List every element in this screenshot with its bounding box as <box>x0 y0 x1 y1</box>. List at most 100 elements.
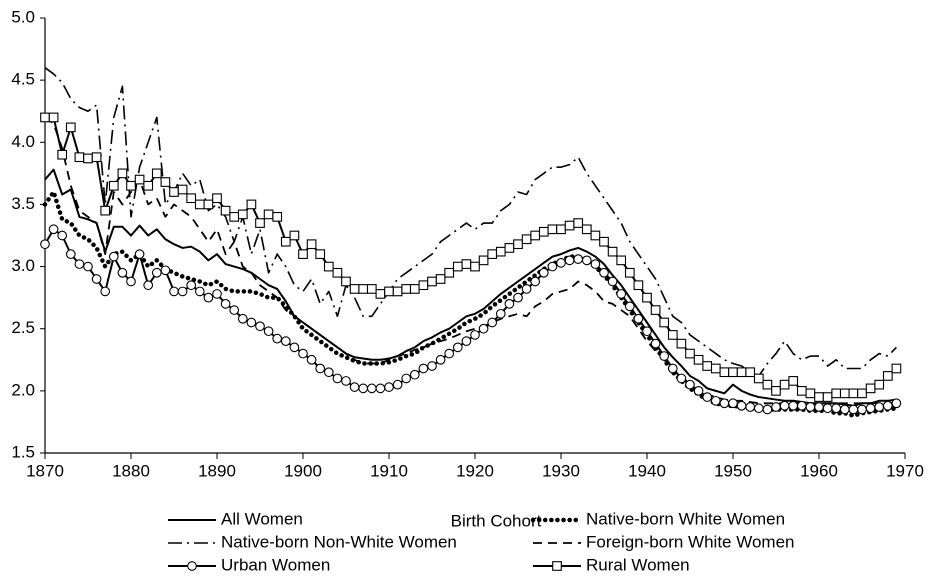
data-point <box>616 289 627 299</box>
data-point <box>882 400 893 411</box>
data-point <box>762 379 773 390</box>
data-point <box>633 280 644 291</box>
data-point <box>788 376 799 386</box>
legend-label: All Women <box>221 509 303 528</box>
data-point <box>504 243 515 253</box>
data-point <box>753 403 764 414</box>
data-point <box>478 255 489 266</box>
data-point <box>40 239 50 250</box>
data-point <box>134 174 145 185</box>
data-point <box>358 383 369 394</box>
y-tick-label: 5.0 <box>11 7 35 26</box>
data-point <box>375 383 386 394</box>
data-point <box>65 249 76 259</box>
data-point <box>771 386 781 396</box>
data-point <box>298 348 308 359</box>
x-tick-label: 1930 <box>542 461 580 480</box>
data-point <box>590 230 601 241</box>
data-point <box>831 388 842 399</box>
data-point <box>74 152 85 163</box>
data-point <box>667 363 678 374</box>
data-point <box>212 289 222 299</box>
data-point <box>255 321 265 332</box>
data-point <box>100 205 111 216</box>
data-point <box>160 265 171 276</box>
data-point <box>538 267 549 278</box>
data-point <box>547 224 558 235</box>
data-point <box>470 330 480 340</box>
data-point <box>779 400 790 411</box>
data-point <box>693 386 704 396</box>
data-point <box>40 112 50 123</box>
data-point <box>108 251 119 262</box>
data-point <box>805 402 816 412</box>
data-point <box>513 239 523 250</box>
y-tick-label: 2.5 <box>11 318 35 337</box>
data-point <box>349 284 360 294</box>
data-point <box>332 267 343 278</box>
data-point <box>126 180 136 191</box>
data-point <box>186 193 197 204</box>
data-point <box>289 230 300 241</box>
data-point <box>607 246 618 257</box>
data-point <box>160 177 171 187</box>
data-point <box>839 404 850 415</box>
data-point <box>409 284 420 294</box>
data-point <box>857 404 867 415</box>
data-point <box>513 292 523 303</box>
data-point <box>341 376 351 386</box>
y-tick-label: 1.5 <box>11 442 35 461</box>
data-point <box>74 259 85 269</box>
data-point <box>685 348 695 359</box>
data-point <box>530 276 541 287</box>
x-tick-label: 1880 <box>112 461 150 480</box>
data-point <box>315 249 326 259</box>
data-point <box>814 402 824 412</box>
data-point <box>177 286 188 297</box>
data-point <box>495 246 506 257</box>
data-point <box>874 402 885 412</box>
data-point <box>272 212 283 222</box>
x-tick-label: 1890 <box>198 461 236 480</box>
data-point <box>444 348 455 359</box>
data-point <box>418 280 429 291</box>
data-point <box>478 323 489 334</box>
data-point <box>788 400 799 411</box>
series-line <box>44 116 897 405</box>
data-point <box>349 382 360 392</box>
data-point <box>719 367 730 378</box>
data-point <box>556 257 566 268</box>
data-point <box>599 236 609 247</box>
x-tick-label: 1900 <box>284 461 322 480</box>
data-point <box>564 220 575 231</box>
data-point <box>814 392 824 402</box>
data-point <box>530 230 541 241</box>
data-point <box>315 363 326 374</box>
data-point <box>177 184 188 195</box>
data-point <box>229 305 240 315</box>
data-point <box>461 259 472 269</box>
data-point <box>401 284 412 294</box>
data-point <box>547 261 558 272</box>
data-point <box>891 398 902 409</box>
data-point <box>323 367 334 378</box>
data-point <box>616 255 627 266</box>
x-tick-label: 1940 <box>628 461 666 480</box>
data-point <box>169 286 179 297</box>
data-point <box>452 342 463 353</box>
legend-marker <box>552 561 562 571</box>
data-point <box>126 276 136 287</box>
data-point <box>358 284 369 294</box>
x-tick-label: 1970 <box>886 461 924 480</box>
data-point <box>323 261 334 272</box>
data-point <box>822 392 833 402</box>
data-point <box>444 267 455 278</box>
data-point <box>83 261 93 272</box>
data-point <box>667 330 678 340</box>
data-point <box>392 379 403 390</box>
data-point <box>521 284 532 294</box>
data-point <box>280 236 291 247</box>
data-point <box>263 326 274 337</box>
data-point <box>521 234 532 245</box>
